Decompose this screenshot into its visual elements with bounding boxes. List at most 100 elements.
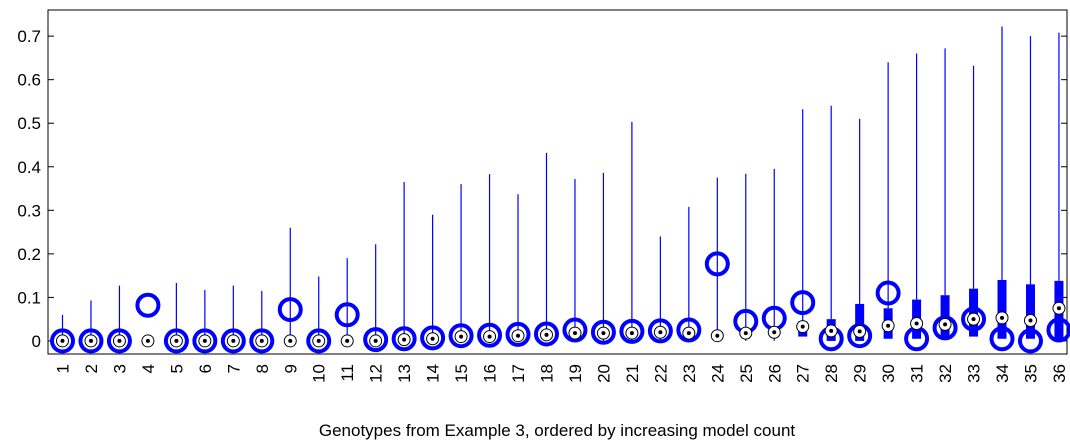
mean-marker: [1046, 317, 1070, 343]
median-dot: [487, 334, 492, 339]
x-tick-label: 17: [509, 364, 528, 383]
median-dot: [829, 328, 834, 333]
x-tick-label: 20: [594, 364, 613, 383]
x-tick-label: 18: [537, 364, 556, 383]
mean-marker: [448, 323, 474, 349]
x-tick-label: 23: [680, 364, 699, 383]
genotype-box: [590, 172, 616, 345]
mean-marker: [306, 328, 332, 354]
x-tick-label: 4: [139, 364, 158, 373]
genotype-box: [676, 206, 702, 343]
genotype-box: [1046, 32, 1070, 343]
genotype-box: [334, 258, 360, 348]
mean-marker: [106, 328, 132, 354]
y-tick-label: 0.1: [17, 288, 41, 307]
mean-marker: [647, 318, 673, 344]
median-dot: [1000, 315, 1005, 320]
genotype-box: [818, 105, 844, 352]
mean-marker: [477, 322, 503, 348]
median-dot: [174, 338, 179, 343]
median-dot: [402, 337, 407, 342]
median-dot: [971, 317, 976, 322]
mean-marker: [932, 315, 958, 341]
x-tick-label: 12: [367, 364, 386, 383]
median-dot: [60, 338, 65, 343]
x-tick-label: 35: [1021, 364, 1040, 383]
x-tick-label: 25: [737, 364, 756, 383]
median-dot: [544, 332, 549, 337]
mean-marker: [391, 326, 417, 352]
genotype-box: [277, 227, 303, 348]
median-dot: [288, 338, 293, 343]
genotype-box: [904, 53, 930, 352]
x-tick-label: 1: [54, 364, 73, 373]
mean-marker: [363, 327, 389, 353]
x-tick-label: 13: [395, 364, 414, 383]
genotype-box: [249, 290, 275, 354]
iqr-box: [855, 303, 865, 341]
genotype-box: [78, 300, 104, 354]
x-tick-label: 3: [110, 364, 129, 373]
y-tick-label: 0.3: [17, 201, 41, 220]
x-tick-label: 32: [936, 364, 955, 383]
median-dot: [316, 338, 321, 343]
genotype-box: [420, 214, 446, 351]
y-tick-label: 0.7: [17, 27, 41, 46]
mean-marker: [1017, 328, 1043, 354]
x-tick-label: 26: [765, 364, 784, 383]
genotype-box: [163, 283, 189, 354]
y-tick-label: 0: [32, 332, 41, 351]
genotype-box: [533, 152, 559, 347]
genotype-box: [562, 178, 588, 343]
median-dot: [772, 330, 777, 335]
genotype-box: [106, 285, 132, 354]
median-dot: [686, 331, 691, 336]
x-tick-label: 6: [196, 364, 215, 373]
median-dot: [231, 338, 236, 343]
x-tick-label: 36: [1050, 364, 1069, 383]
mean-marker: [277, 297, 303, 323]
x-tick-label: 34: [993, 364, 1012, 383]
median-dot: [914, 321, 919, 326]
y-axis: 0 0.1 0.2 0.3 0.4 0.5 0.6 0.7: [17, 27, 1067, 351]
median-dot: [943, 322, 948, 327]
x-tick-label: 9: [281, 364, 300, 373]
mean-marker: [334, 302, 360, 328]
mean-marker: [249, 328, 275, 354]
x-axis-label: Genotypes from Example 3, ordered by inc…: [319, 421, 796, 440]
x-tick-label: 16: [481, 364, 500, 383]
y-tick-label: 0.6: [17, 71, 41, 90]
x-tick-label: 19: [566, 364, 585, 383]
median-dot: [658, 330, 663, 335]
genotype-box: [192, 289, 218, 354]
median-dot: [800, 324, 805, 329]
genotype-box: [135, 292, 161, 348]
median-dot: [373, 338, 378, 343]
x-tick-label: 22: [651, 364, 670, 383]
mean-marker: [562, 317, 588, 343]
x-tick-label: 7: [224, 364, 243, 373]
genotype-box: [733, 173, 759, 341]
median-dot: [259, 338, 264, 343]
x-tick-label: 29: [851, 364, 870, 383]
x-tick-label: 8: [253, 364, 272, 373]
mean-marker: [78, 328, 104, 354]
median-dot: [572, 331, 577, 336]
genotype-box: [875, 62, 901, 339]
median-dot: [88, 338, 93, 343]
mean-marker: [220, 328, 246, 354]
genotype-box: [932, 48, 958, 341]
mean-marker: [790, 290, 816, 316]
mean-marker: [590, 319, 616, 345]
x-tick-label: 24: [708, 364, 727, 383]
y-tick-label: 0.5: [17, 114, 41, 133]
box-marks: [50, 26, 1070, 354]
genotype-box: [619, 121, 645, 344]
x-tick-label: 5: [167, 364, 186, 373]
genotype-box: [961, 65, 987, 337]
x-axis: 1 2 3 4 5 6 7 8 9 10 11 12 13 14 15 16 17 18 19 20 21 22 23 24 2…: [54, 364, 1069, 383]
mean-marker: [704, 251, 730, 277]
genotype-box: [790, 109, 816, 337]
iqr-box: [997, 279, 1007, 339]
